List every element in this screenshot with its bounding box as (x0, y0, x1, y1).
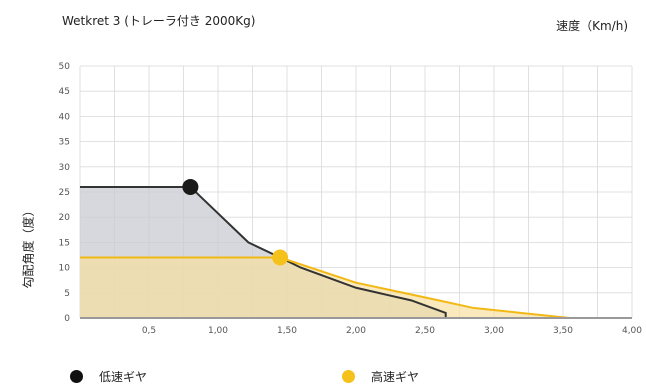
y-tick-label: 50 (59, 62, 71, 72)
y-tick-label: 45 (59, 87, 70, 97)
x-tick-label: 0,5 (142, 326, 156, 336)
y-tick-label: 5 (64, 289, 70, 299)
y-tick-label: 35 (59, 138, 70, 148)
legend-item-high-gear: 高速ギヤ (342, 368, 419, 385)
legend-swatch-high-gear (342, 370, 355, 383)
marker-high-gear (272, 249, 289, 266)
x-tick-label: 1,50 (277, 326, 297, 336)
legend-item-low-gear: 低速ギヤ (70, 368, 147, 385)
y-tick-label: 30 (59, 163, 71, 173)
x-tick-label: 1,00 (208, 326, 228, 336)
y-tick-label: 40 (59, 112, 71, 122)
x-tick-label: 2,50 (415, 326, 435, 336)
y-tick-label: 25 (59, 188, 70, 198)
y-tick-label: 10 (59, 264, 71, 274)
legend-label-low-gear: 低速ギヤ (99, 370, 148, 384)
x-tick-label: 3,00 (484, 326, 504, 336)
x-tick-label: 3,50 (553, 326, 573, 336)
chart-title: Wetkret 3 (トレーラ付き 2000Kg) (62, 14, 256, 28)
series-line-low-gear (80, 185, 447, 318)
y-tick-label: 15 (59, 238, 70, 248)
legend-label-high-gear: 高速ギヤ (371, 370, 420, 384)
y-tick-label: 0 (64, 314, 70, 324)
y-tick-label: 20 (59, 213, 71, 223)
x-tick-label: 2,00 (346, 326, 366, 336)
x-tick-label: 4,00 (622, 326, 642, 336)
legend-swatch-low-gear (70, 370, 83, 383)
marker-low-gear (182, 178, 199, 195)
x-unit-label: 速度（Km/h) (556, 19, 628, 33)
area-high-gear (80, 257, 570, 318)
